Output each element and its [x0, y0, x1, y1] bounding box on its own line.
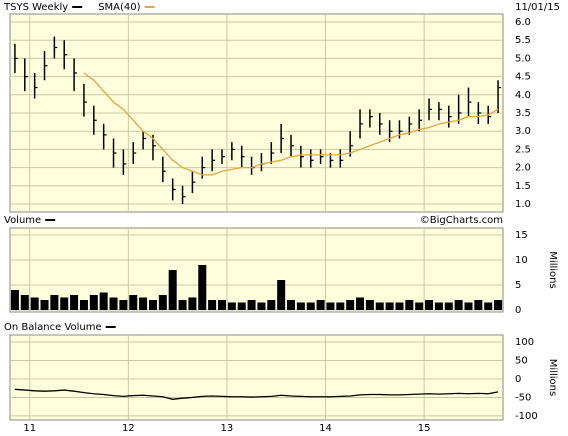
- y-axis-label: Millions: [547, 251, 558, 288]
- volume-bar: [494, 300, 503, 310]
- volume-bar: [237, 302, 246, 310]
- volume-bar: [10, 290, 19, 310]
- y-tick-label: 3.5: [515, 108, 531, 119]
- x-tick-label: 14: [319, 423, 332, 434]
- volume-bar: [464, 302, 473, 310]
- plot-area: [9, 334, 504, 421]
- volume-bar: [139, 297, 148, 310]
- volume-bar: [198, 265, 207, 310]
- x-tick-label: 11: [23, 423, 36, 434]
- volume-bar: [385, 302, 394, 310]
- volume-bar: [454, 300, 463, 310]
- volume-bar: [227, 302, 236, 310]
- y-tick-label: 0: [515, 374, 521, 385]
- volume-bar: [129, 295, 138, 310]
- plot-area: [9, 227, 504, 313]
- legend-label: Volume: [4, 215, 41, 226]
- x-tick-label: 12: [122, 423, 135, 434]
- volume-bar: [365, 300, 374, 310]
- volume-bar: [296, 302, 305, 310]
- x-tick-label: 13: [221, 423, 234, 434]
- volume-bar: [434, 302, 443, 310]
- volume-bar: [168, 270, 177, 310]
- y-tick-label: 4.0: [515, 90, 531, 101]
- volume-bar: [474, 300, 483, 310]
- volume-bar: [415, 302, 424, 310]
- volume-bar: [277, 280, 286, 310]
- y-tick-label: 5.5: [515, 35, 531, 46]
- date-label: 11/01/15: [515, 2, 560, 13]
- volume-bar: [326, 302, 335, 310]
- y-tick-label: 15: [515, 230, 528, 241]
- y-tick-label: 2.0: [515, 163, 531, 174]
- volume-bar: [336, 302, 345, 310]
- y-tick-label: 2.5: [515, 144, 531, 155]
- y-axis-label: Millions: [547, 359, 558, 396]
- y-tick-label: 0: [515, 305, 521, 316]
- volume-bar: [287, 300, 296, 310]
- volume-bar: [148, 300, 157, 310]
- y-tick-label: 1.5: [515, 181, 531, 192]
- y-tick-label: 4.5: [515, 72, 531, 83]
- volume-bar: [158, 295, 167, 310]
- volume-bar: [109, 297, 118, 310]
- volume-bar: [306, 302, 315, 310]
- volume-bar: [257, 302, 266, 310]
- y-tick-label: 50: [515, 356, 528, 367]
- volume-bar: [267, 300, 276, 310]
- credit: ©BigCharts.com: [420, 215, 503, 226]
- volume-bar: [60, 297, 69, 310]
- volume-bar: [405, 300, 414, 310]
- y-tick-label: 5: [515, 280, 521, 291]
- y-tick-label: -50: [515, 392, 531, 403]
- volume-bar: [247, 300, 256, 310]
- y-tick-label: 1.0: [515, 199, 531, 210]
- volume-bar: [188, 297, 197, 310]
- volume-bar: [356, 297, 365, 310]
- volume-bar: [444, 302, 453, 310]
- volume-bar: [20, 295, 29, 310]
- volume-bar: [50, 295, 59, 310]
- volume-bar: [375, 302, 384, 310]
- y-tick-label: 10: [515, 255, 528, 266]
- y-tick-label: 100: [515, 337, 534, 348]
- y-tick-label: 5.0: [515, 53, 531, 64]
- y-tick-label: 6.0: [515, 17, 531, 28]
- legend-label: TSYS Weekly: [3, 2, 68, 13]
- volume-bar: [217, 300, 226, 310]
- volume-bar: [316, 300, 325, 310]
- line-series: [14, 388, 499, 400]
- x-tick-label: 15: [418, 423, 431, 434]
- y-tick-label: -100: [515, 411, 538, 422]
- volume-bar: [70, 295, 79, 310]
- legend-label: SMA(40): [98, 2, 140, 13]
- volume-bar: [484, 302, 493, 310]
- volume-bar: [99, 292, 108, 310]
- volume-bar: [346, 300, 355, 310]
- volume-bar: [89, 295, 98, 310]
- volume-bar: [79, 300, 88, 310]
- volume-bar: [30, 297, 39, 310]
- volume-bar: [178, 300, 187, 310]
- volume-bar: [119, 300, 128, 310]
- volume-bar: [395, 302, 404, 310]
- y-tick-label: 3.0: [515, 126, 531, 137]
- legend-label: On Balance Volume: [4, 322, 102, 333]
- volume-bar: [40, 300, 49, 310]
- volume-bar: [208, 300, 217, 310]
- line-series: [83, 72, 499, 176]
- volume-bar: [425, 300, 434, 310]
